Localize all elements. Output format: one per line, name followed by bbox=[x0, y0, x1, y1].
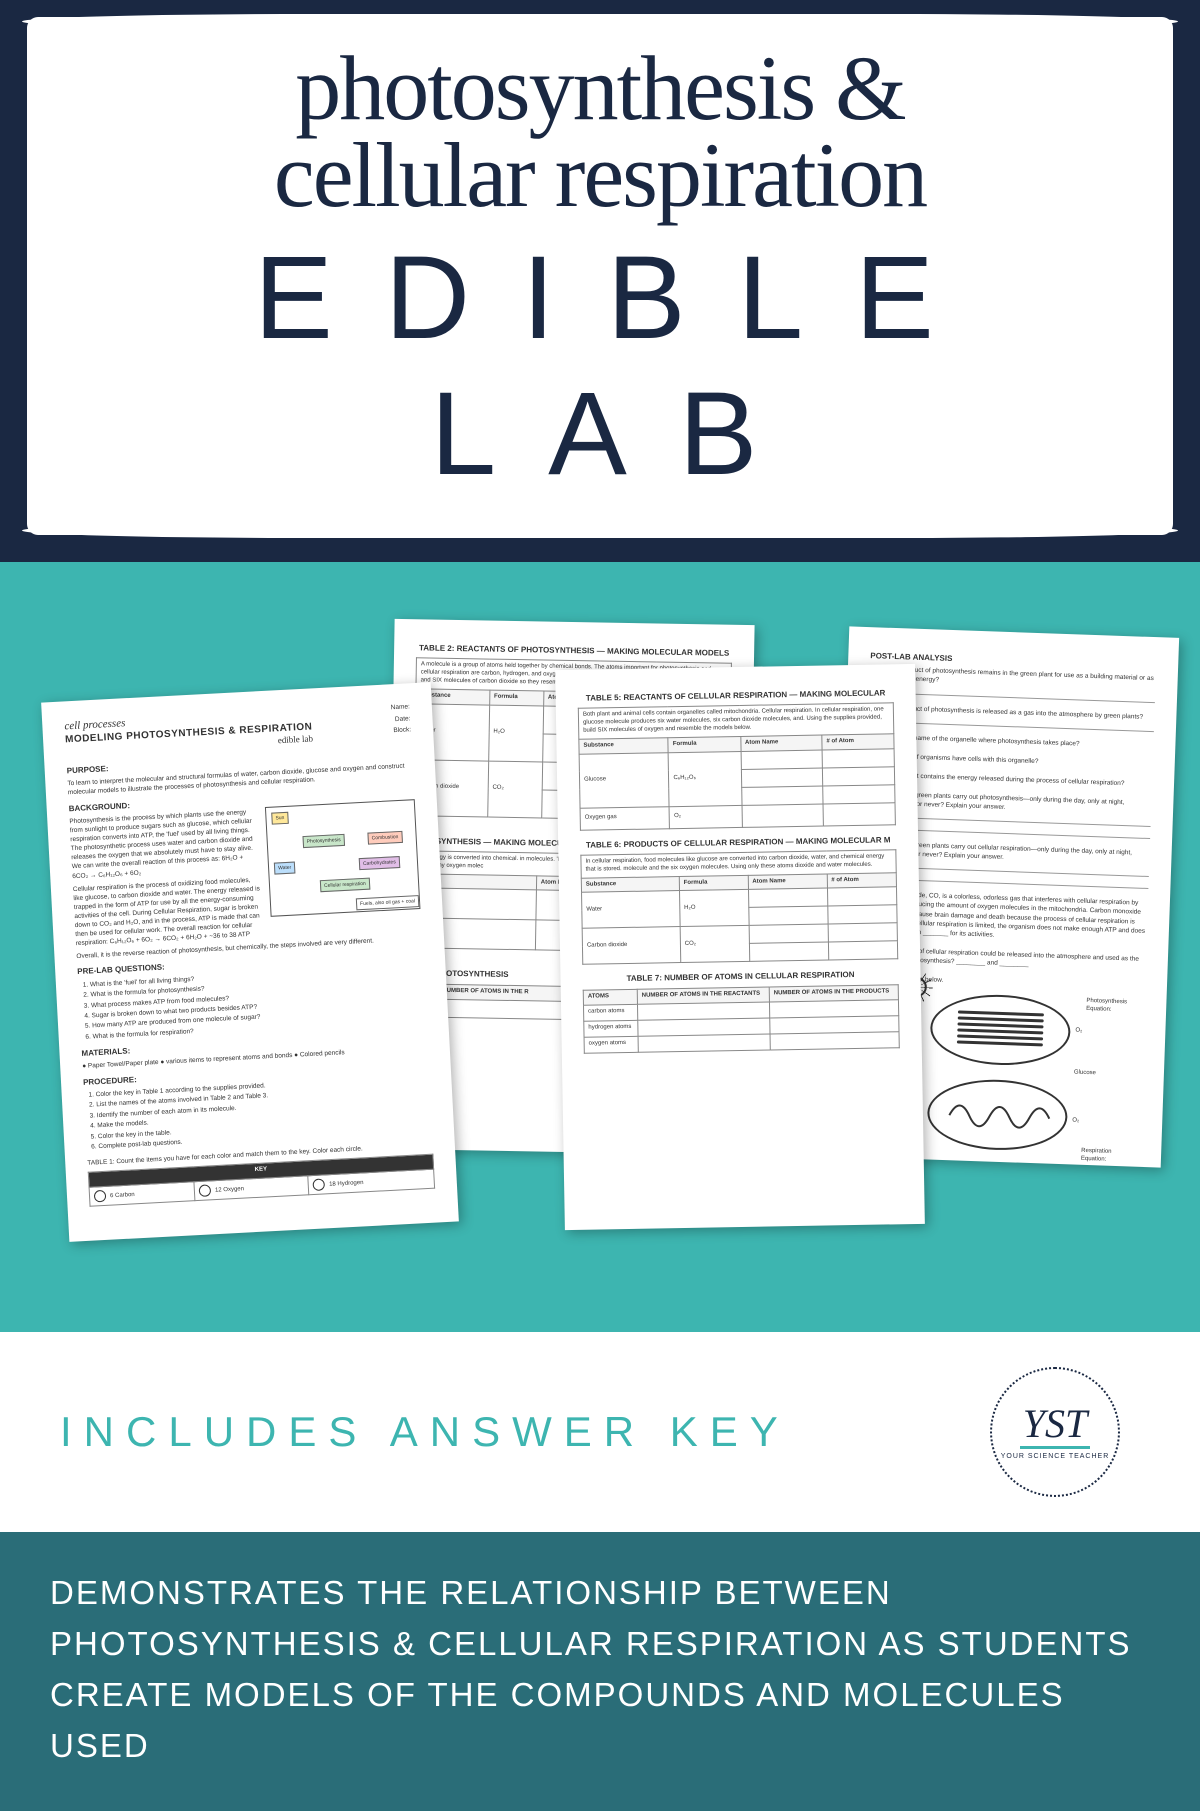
table5-heading: TABLE 5: REACTANTS OF CELLULAR RESPIRATI… bbox=[578, 688, 894, 704]
badge-divider bbox=[1020, 1446, 1090, 1449]
table7-heading: TABLE 7: NUMBER OF ATOMS IN CELLULAR RES… bbox=[582, 969, 898, 985]
table7: ATOMS NUMBER OF ATOMS IN THE REACTANTS N… bbox=[583, 984, 900, 1053]
table6-heading: TABLE 6: PRODUCTS OF CELLULAR RESPIRATIO… bbox=[580, 835, 896, 851]
table6: In cellular respiration, food molecules … bbox=[580, 849, 898, 965]
date-label: Date: bbox=[391, 713, 411, 726]
badge-subtitle: YOUR SCIENCE TEACHER bbox=[1001, 1453, 1110, 1460]
yst-badge: YST YOUR SCIENCE TEACHER bbox=[990, 1367, 1120, 1497]
mitochondria-icon bbox=[926, 1077, 1068, 1152]
answer-key-text: INCLUDES ANSWER KEY bbox=[60, 1408, 790, 1456]
cell-diagram: Photosynthesis Equation: CO₂ + H₂O Gluco… bbox=[906, 992, 1091, 1158]
answer-key-band: INCLUDES ANSWER KEY YST YOUR SCIENCE TEA… bbox=[0, 1332, 1200, 1532]
script-title-2: cellular respiration bbox=[70, 132, 1130, 219]
title-box: photosynthesis & cellular respiration ED… bbox=[30, 20, 1170, 532]
chloroplast-icon bbox=[929, 992, 1071, 1067]
badge-logo: YST bbox=[1023, 1404, 1088, 1444]
worksheets-preview: cell processes MODELING PHOTOSYNTHESIS &… bbox=[0, 562, 1200, 1332]
table5: Both plant and animal cells contain orga… bbox=[578, 702, 896, 830]
header-band: photosynthesis & cellular respiration ED… bbox=[0, 0, 1200, 562]
block-title: EDIBLE LAB bbox=[70, 230, 1130, 502]
worksheet-page-3: TABLE 5: REACTANTS OF CELLULAR RESPIRATI… bbox=[555, 664, 925, 1230]
worksheet-page-1: cell processes MODELING PHOTOSYNTHESIS &… bbox=[41, 682, 459, 1242]
block-label: Block: bbox=[392, 724, 412, 737]
flow-diagram: Sun Photosynthesis Water Carbohydrates C… bbox=[265, 799, 421, 917]
footer-band: DEMONSTRATES THE RELATIONSHIP BETWEEN PH… bbox=[0, 1532, 1200, 1811]
name-label: Name: bbox=[390, 701, 410, 714]
table2-heading: TABLE 2: REACTANTS OF PHOTOSYNTHESIS — M… bbox=[416, 643, 732, 659]
script-title-1: photosynthesis & bbox=[70, 45, 1130, 132]
footer-text: DEMONSTRATES THE RELATIONSHIP BETWEEN PH… bbox=[50, 1567, 1150, 1772]
